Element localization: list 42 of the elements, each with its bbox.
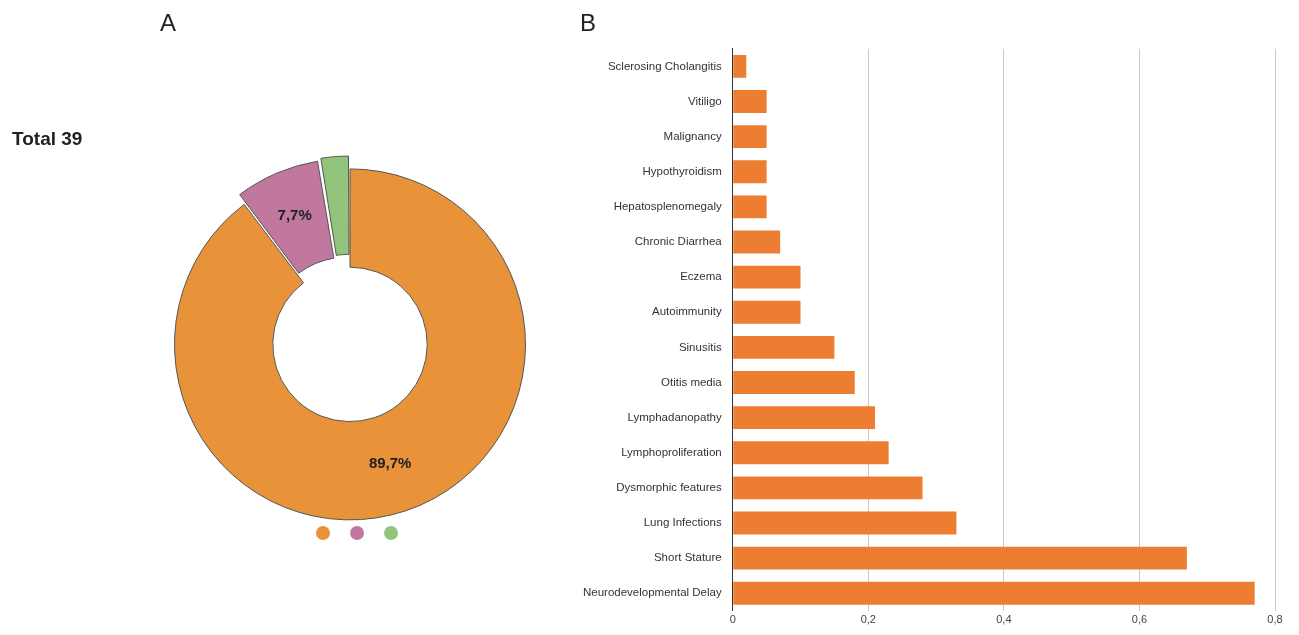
x-tick-label: 0,6: [1131, 613, 1148, 626]
y-tick-label: Lymphoproliferation: [621, 445, 722, 458]
bar: [733, 90, 767, 113]
bar: [733, 546, 1187, 570]
y-tick-label: Hepatosplenomegaly: [613, 200, 722, 213]
bar: [733, 441, 889, 465]
bar: [733, 195, 767, 219]
bar: [733, 335, 835, 359]
y-tick-label: Neurodevelopmental Delay: [583, 586, 722, 599]
y-tick-label: Chronic Diarrhea: [634, 235, 723, 248]
x-tick-label: 0,8: [1267, 613, 1283, 626]
bar: [733, 300, 801, 324]
y-tick-label: Vitiligo: [688, 94, 722, 107]
x-tick-label: 0,2: [860, 613, 876, 626]
y-tick-label: Otitis media: [661, 375, 723, 388]
y-tick-label: Sinusitis: [678, 340, 722, 353]
data-label: 7,7%: [277, 205, 312, 223]
bar: [733, 160, 767, 184]
bar: [733, 476, 923, 500]
chart-title: B: [580, 9, 597, 37]
y-tick-label: Autoimmunity: [652, 305, 722, 318]
data-label: 89,7%: [368, 454, 412, 472]
bar: [733, 54, 747, 78]
y-tick-label: Hypothyroidism: [642, 164, 722, 177]
bar: [733, 125, 767, 149]
y-tick-label: Lung Infections: [643, 516, 722, 529]
bar: [733, 371, 855, 394]
bar: [733, 581, 1255, 605]
bar: [733, 265, 801, 289]
x-tick-label: 0,4: [996, 613, 1012, 626]
y-tick-label: Lymphadanopathy: [627, 410, 722, 423]
y-tick-label: Short Stature: [653, 551, 722, 564]
y-tick-label: Dysmorphic features: [616, 481, 722, 494]
y-tick-label: Sclerosing Cholangitis: [607, 59, 722, 72]
bar: [733, 511, 957, 535]
x-tick-label: 0: [729, 613, 736, 626]
bar: [733, 230, 781, 254]
bar: [733, 406, 876, 430]
y-tick-label: Malignancy: [663, 129, 722, 142]
text: Total 39: [12, 128, 83, 150]
chart-title: A: [160, 9, 177, 37]
y-tick-label: Eczema: [680, 270, 723, 283]
